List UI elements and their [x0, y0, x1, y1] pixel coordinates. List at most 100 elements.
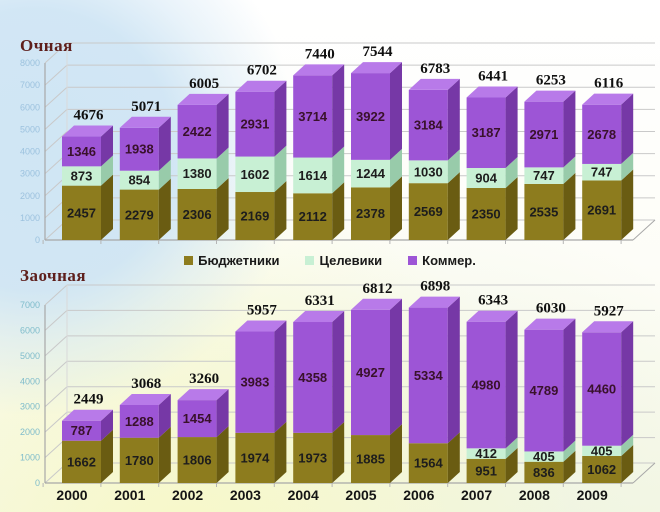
y-tick-label: 0 [35, 478, 40, 488]
bar-segment-front [235, 331, 275, 433]
bar-segment-front [524, 101, 564, 168]
bar-segment-side [563, 172, 576, 240]
y-tick-label: 6000 [20, 325, 40, 335]
bar-total-label: 6898 [420, 279, 450, 295]
chart-title-full-time: Очная [20, 36, 73, 55]
bar-segment-front [119, 170, 159, 190]
bar-segment-front [408, 89, 448, 161]
y-tick-label: 2000 [20, 427, 40, 437]
y-tick-label: 1000 [20, 213, 40, 223]
bar-total-label: 6030 [536, 301, 566, 317]
bar-segment-side [563, 318, 576, 452]
segment-value-label: 2535 [529, 204, 558, 219]
y-tick-label: 4000 [20, 147, 40, 157]
bar-segment-front [293, 432, 333, 483]
bar-segment-front [351, 73, 390, 160]
segment-value-label: 2112 [299, 209, 327, 224]
bar-segment-top [177, 93, 229, 105]
y-tick-label: 3000 [20, 169, 40, 179]
bar-segment-front [235, 192, 275, 240]
bar-segment-side [563, 450, 576, 483]
bar-segment-side [505, 86, 518, 169]
bar-segment-front [62, 185, 101, 240]
bar-segment-top [408, 296, 460, 308]
segment-value-label: 1030 [414, 164, 443, 179]
y-tick-label: 7000 [20, 80, 40, 90]
bar-segment-top [177, 389, 229, 401]
bar-total-label: 2449 [74, 392, 104, 408]
segment-value-label: 873 [71, 168, 93, 183]
bar-segment-side [505, 157, 518, 189]
bar-segment-front [408, 160, 448, 184]
bar-segment-side [332, 421, 345, 483]
gridline-depth [44, 310, 68, 331]
bar-segment-front [62, 440, 101, 483]
x-category-label: 2000 [56, 487, 87, 503]
floor-right-edge [632, 219, 656, 241]
bar-total-label: 6812 [363, 281, 393, 297]
bar-segment-front [119, 437, 159, 483]
segment-value-label: 3184 [414, 118, 444, 133]
x-category-label: 2004 [288, 487, 319, 503]
segment-value-label: 2678 [587, 127, 616, 142]
segment-value-label: 412 [475, 446, 497, 461]
x-category-label: 2001 [114, 487, 145, 503]
segment-value-label: 4358 [298, 370, 327, 385]
bar-segment-front [293, 322, 333, 433]
bar-segment-side [390, 424, 402, 483]
bar-segment-side [274, 145, 287, 193]
bar-total-label: 5071 [131, 99, 161, 115]
segment-value-label: 1564 [414, 456, 444, 471]
y-tick-label: 5000 [20, 124, 40, 134]
segment-value-label: 2457 [67, 205, 96, 220]
bar-segment-front [466, 188, 506, 240]
bar-segment-side [390, 176, 402, 240]
bar-segment-top [293, 64, 345, 76]
bar-segment-front [351, 187, 390, 240]
bar-segment-top [408, 78, 460, 90]
segment-value-label: 2691 [587, 203, 616, 218]
bar-segment-front [524, 461, 564, 483]
bar-segment-front [524, 167, 564, 184]
segment-value-label: 1602 [240, 167, 269, 182]
bar-segment-front [293, 75, 333, 158]
segment-value-label: 787 [71, 423, 93, 438]
y-tick-label: 1000 [20, 453, 40, 463]
bar-segment-front [408, 183, 448, 240]
bar-segment-side [216, 177, 229, 240]
bar-segment-front [524, 451, 564, 462]
segment-value-label: 1806 [183, 453, 212, 468]
bar-segment-front [293, 157, 333, 194]
bar-segment-side [621, 93, 634, 164]
bar-segment-side [447, 296, 460, 444]
bar-total-label: 3260 [189, 371, 219, 387]
segment-value-label: 4927 [356, 365, 385, 380]
bar-total-label: 4676 [74, 108, 105, 124]
bar-segment-side [505, 447, 518, 483]
segment-value-label: 2306 [183, 207, 212, 222]
segment-value-label: 1346 [67, 144, 96, 159]
segment-value-label: 405 [591, 443, 613, 458]
segment-value-label: 2279 [125, 207, 154, 222]
y-tick-label: 8000 [20, 58, 40, 68]
bar-total-label: 3068 [131, 376, 161, 392]
bar-segment-front [177, 188, 217, 240]
bar-segment-front [293, 193, 333, 240]
bar-segment-side [274, 181, 287, 240]
segment-value-label: 854 [128, 173, 150, 188]
segment-value-label: 1244 [356, 166, 386, 181]
floor-right-edge [632, 462, 656, 484]
bar-total-label: 6253 [536, 73, 566, 89]
chart-title-part-time: Заочная [20, 266, 87, 285]
segment-value-label: 904 [475, 171, 497, 186]
bar-segment-top [351, 298, 402, 310]
bar-segment-top [351, 62, 402, 74]
bar-segment-side [158, 178, 171, 240]
bar-segment-front [582, 163, 622, 181]
segment-value-label: 1288 [125, 414, 154, 429]
gridline-depth [44, 86, 68, 108]
bar-segment-side [621, 321, 634, 446]
bar-segment-top [582, 321, 634, 333]
segment-value-label: 951 [475, 463, 497, 478]
